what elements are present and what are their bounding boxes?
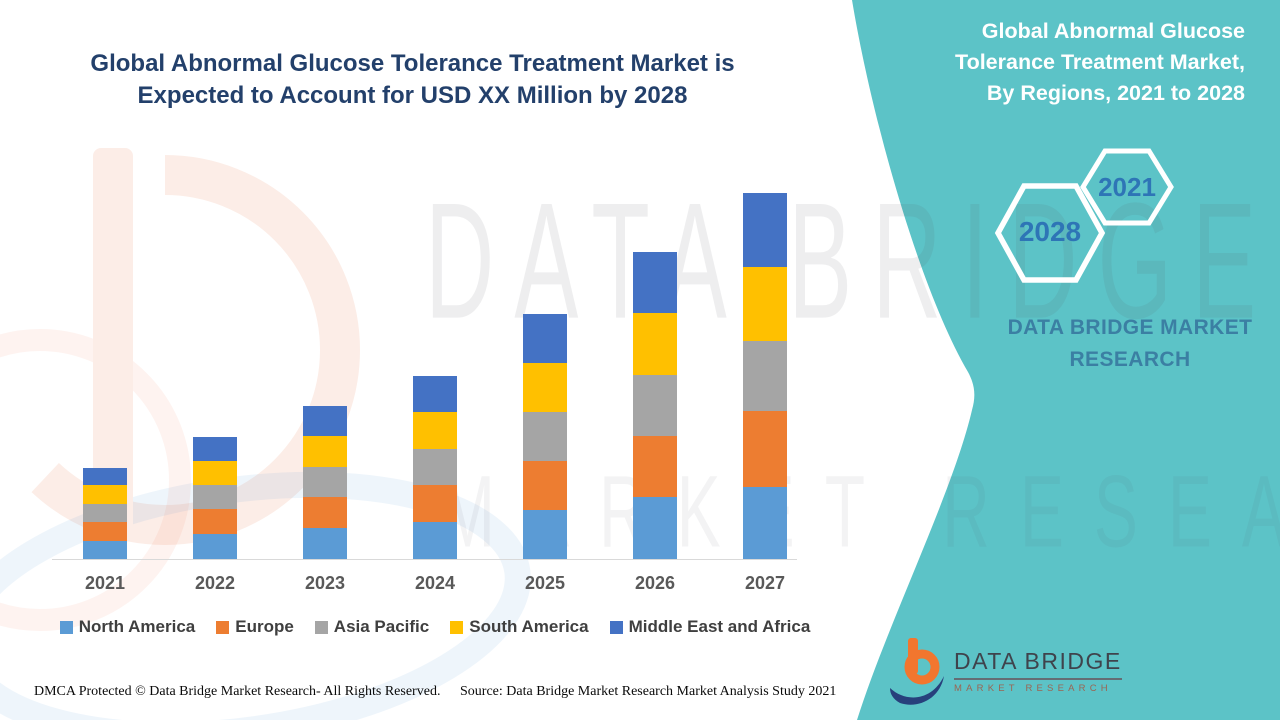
- bar-2025: [523, 314, 567, 559]
- bar-2026: [633, 252, 677, 559]
- chart-legend: North America Europe Asia Pacific South Ame…: [40, 617, 830, 637]
- legend-item-europe: Europe: [216, 617, 294, 637]
- legend-item-middle-east-and-africa: Middle East and Africa: [609, 617, 811, 637]
- bar-segment-north-america-2026: [633, 497, 677, 559]
- bar-2024: [413, 376, 457, 559]
- footer-source-text: Source: Data Bridge Market Research Mark…: [460, 684, 837, 699]
- bar-segment-north-america-2022: [193, 534, 237, 559]
- bar-2022: [193, 437, 237, 559]
- x-axis-label-2024: 2024: [414, 573, 456, 593]
- bar-2027: [743, 193, 787, 559]
- bar-segment-middle-east-and-africa-2026: [633, 252, 677, 313]
- bar-segment-europe-2023: [303, 497, 347, 528]
- legend-label: Europe: [235, 617, 294, 636]
- side-panel-brand: DATA BRIDGE MARKET RESEARCH: [1005, 312, 1255, 375]
- bar-segment-asia-pacific-2026: [633, 375, 677, 436]
- company-logo-subtitle: MARKET RESEARCH: [954, 683, 1112, 694]
- bar-segment-middle-east-and-africa-2023: [303, 406, 347, 436]
- bar-segment-middle-east-and-africa-2021: [83, 468, 127, 485]
- legend-item-asia-pacific: Asia Pacific: [314, 617, 430, 637]
- bar-segment-asia-pacific-2027: [743, 341, 787, 411]
- bar-segment-north-america-2023: [303, 528, 347, 559]
- bar-segment-south-america-2022: [193, 461, 237, 485]
- bar-segment-south-america-2023: [303, 436, 347, 467]
- side-panel-title-line3: By Regions, 2021 to 2028: [986, 81, 1245, 106]
- bar-segment-europe-2022: [193, 509, 237, 534]
- side-panel-brand-line2: RESEARCH: [1069, 347, 1191, 371]
- bar-2023: [303, 406, 347, 559]
- legend-label: Asia Pacific: [333, 617, 430, 636]
- side-panel-title: Global Abnormal Glucose Tolerance Treatm…: [915, 16, 1245, 110]
- chart-title-line1: Global Abnormal Glucose Tolerance Treatm…: [90, 50, 735, 77]
- x-axis-label-2025: 2025: [524, 573, 566, 593]
- teal-panel-shape: [852, 0, 1280, 720]
- company-logo-icon: [890, 638, 944, 705]
- legend-label: Middle East and Africa: [628, 617, 811, 636]
- bar-segment-europe-2021: [83, 522, 127, 541]
- bar-2021: [83, 468, 127, 559]
- bar-segment-europe-2026: [633, 436, 677, 497]
- bar-segment-asia-pacific-2021: [83, 504, 127, 522]
- company-logo-name: DATA BRIDGE: [954, 648, 1122, 680]
- bar-segment-europe-2025: [523, 461, 567, 510]
- legend-label: North America: [78, 617, 196, 636]
- company-logo: DATA BRIDGE MARKET RESEARCH: [888, 634, 1122, 708]
- logo-b-bowl: [904, 649, 940, 685]
- legend-swatch-icon: [59, 620, 73, 634]
- bar-segment-south-america-2027: [743, 267, 787, 341]
- legend-item-north-america: North America: [59, 617, 196, 637]
- legend-swatch-icon: [216, 620, 230, 634]
- hexagon-2021-outline: [1080, 148, 1174, 226]
- side-panel-brand-line1: DATA BRIDGE MARKET: [1007, 316, 1253, 339]
- bar-segment-asia-pacific-2025: [523, 412, 567, 461]
- bar-segment-south-america-2024: [413, 412, 457, 449]
- bar-segment-north-america-2025: [523, 510, 567, 559]
- bar-segment-middle-east-and-africa-2025: [523, 314, 567, 363]
- bar-segment-south-america-2021: [83, 485, 127, 504]
- bar-segment-asia-pacific-2022: [193, 485, 237, 509]
- legend-swatch-icon: [609, 620, 623, 634]
- bar-segment-middle-east-and-africa-2022: [193, 437, 237, 461]
- legend-swatch-icon: [450, 620, 464, 634]
- legend-swatch-icon: [314, 620, 328, 634]
- hexagon-2028-year: 2028: [1018, 216, 1082, 247]
- x-axis-label-2026: 2026: [634, 573, 676, 593]
- bar-segment-middle-east-and-africa-2024: [413, 376, 457, 412]
- bar-segment-north-america-2021: [83, 541, 127, 559]
- x-axis-line: [52, 559, 797, 560]
- bar-segment-north-america-2027: [743, 487, 787, 559]
- side-panel-title-line2: Tolerance Treatment Market,: [955, 50, 1245, 75]
- bar-segment-asia-pacific-2024: [413, 449, 457, 485]
- x-axis-label-2022: 2022: [194, 573, 236, 593]
- bar-segment-europe-2027: [743, 411, 787, 487]
- bar-segment-north-america-2024: [413, 522, 457, 559]
- legend-item-south-america: South America: [450, 617, 589, 637]
- x-axis-label-2021: 2021: [84, 573, 126, 593]
- chart-title-line2: Expected to Account for USD XX Million b…: [137, 81, 688, 109]
- bar-segment-asia-pacific-2023: [303, 467, 347, 497]
- bar-segment-middle-east-and-africa-2027: [743, 193, 787, 267]
- chart-title: Global Abnormal Glucose Tolerance Treatm…: [60, 48, 765, 111]
- legend-label: South America: [469, 617, 589, 636]
- hexagon-2028-outline: [994, 183, 1106, 283]
- logo-d-swoosh: [890, 676, 944, 705]
- hexagon-2021-year: 2021: [1098, 172, 1156, 202]
- bar-segment-europe-2024: [413, 485, 457, 522]
- hexagon-badges: [994, 148, 1174, 283]
- bar-segment-south-america-2025: [523, 363, 567, 412]
- bar-segment-south-america-2026: [633, 313, 677, 375]
- company-logo-text: DATA BRIDGE MARKET RESEARCH: [954, 648, 1122, 694]
- x-axis-label-2023: 2023: [304, 573, 346, 593]
- footer-dmca-text: DMCA Protected © Data Bridge Market Rese…: [34, 684, 441, 699]
- side-panel-title-line1: Global Abnormal Glucose: [981, 19, 1245, 43]
- x-axis-label-2027: 2027: [744, 573, 786, 593]
